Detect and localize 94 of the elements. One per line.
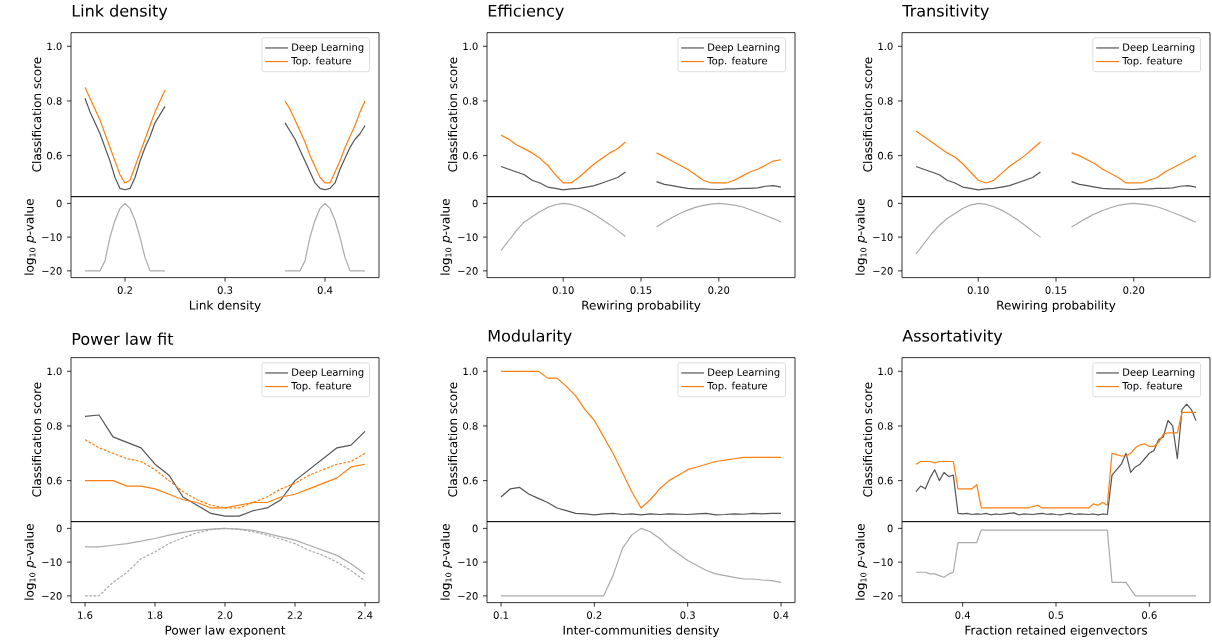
x-tick-label: 0.10 xyxy=(552,286,574,294)
y-axis-title: Classification score xyxy=(31,382,42,497)
y-tick-label: 0 xyxy=(56,199,62,207)
y-tick-label: 0 xyxy=(887,524,893,532)
y-tick-label: −20 xyxy=(458,591,478,600)
y-tick-label: 0 xyxy=(56,524,62,532)
legend-label: Top. feature xyxy=(707,56,768,67)
chart-title: Transitivity xyxy=(902,4,989,20)
legend-label: Top. feature xyxy=(1122,56,1183,67)
legend-label: Deep Learning xyxy=(292,42,364,53)
y-tick-label: −20 xyxy=(42,591,62,600)
x-tick-label: 0.15 xyxy=(630,286,652,294)
y-tick-label: −10 xyxy=(42,558,62,566)
x-tick-label: 0.3 xyxy=(217,286,233,294)
legend-label: Deep Learning xyxy=(1123,367,1195,378)
y-tick-label: 1.0 xyxy=(878,367,893,375)
x-tick-label: 1.6 xyxy=(78,611,93,619)
y-tick-label: −20 xyxy=(42,266,62,275)
y-tick-label: 0.8 xyxy=(463,421,478,430)
chart-title: Efficiency xyxy=(488,4,564,20)
y-tick-label: 0.6 xyxy=(463,151,478,160)
y-tick-label: 0.6 xyxy=(878,151,893,160)
y-tick-label: −10 xyxy=(42,233,62,241)
chart-title: Assortativity xyxy=(902,329,1003,345)
y-tick-label: 0 xyxy=(887,199,893,207)
legend-label: Deep Learning xyxy=(708,367,780,378)
y-tick-label: −10 xyxy=(458,558,478,566)
legend-label: Deep Learning xyxy=(1123,42,1195,53)
x-axis-title: Rewiring probability xyxy=(997,300,1116,312)
legend-label: Top. feature xyxy=(707,381,768,392)
y-axis-title: log$_{10}$ p-value xyxy=(24,198,37,275)
y-tick-label: 0.6 xyxy=(878,476,893,485)
x-tick-label: 1.8 xyxy=(148,611,163,619)
legend-label: Top. feature xyxy=(1122,381,1183,392)
legend-label: Deep Learning xyxy=(708,42,780,53)
legend-label: Top. feature xyxy=(291,56,352,67)
y-tick-label: 1.0 xyxy=(47,42,62,50)
y-axis-title: Classification score xyxy=(447,57,458,172)
x-tick-label: 0.2 xyxy=(587,611,602,619)
x-tick-label: 0.20 xyxy=(708,286,730,294)
y-tick-label: 0 xyxy=(472,524,478,532)
x-tick-label: 0.20 xyxy=(1123,286,1145,294)
y-tick-label: −10 xyxy=(873,558,893,566)
x-tick-label: 0.1 xyxy=(493,611,509,619)
chart-title: Power law fit xyxy=(72,332,174,345)
chart-title: Link density xyxy=(72,4,168,20)
y-axis-title: log$_{10}$ p-value xyxy=(440,198,453,275)
x-tick-label: 2.0 xyxy=(217,611,233,619)
x-axis-title: Rewiring probability xyxy=(582,300,701,312)
y-tick-label: 0.8 xyxy=(47,421,62,430)
y-tick-label: 1.0 xyxy=(878,42,893,50)
x-axis-title: Power law exponent xyxy=(165,625,286,637)
y-axis-title: log$_{10}$ p-value xyxy=(24,523,37,600)
y-tick-label: 0.8 xyxy=(878,421,893,430)
y-tick-label: 1.0 xyxy=(463,367,478,375)
y-tick-label: 1.0 xyxy=(463,42,478,50)
line-series xyxy=(84,527,366,597)
legend-label: Top. feature xyxy=(291,381,352,392)
y-tick-label: 0.6 xyxy=(47,151,62,160)
y-tick-label: −20 xyxy=(458,266,478,275)
y-tick-label: 0.8 xyxy=(878,96,893,105)
chart-title: Modularity xyxy=(488,329,572,345)
y-tick-label: 0.8 xyxy=(47,96,62,105)
x-tick-label: 2.2 xyxy=(287,611,302,619)
y-tick-label: −20 xyxy=(873,591,893,600)
x-tick-label: 0.4 xyxy=(773,611,789,619)
y-tick-label: 0.8 xyxy=(463,96,478,105)
x-tick-label: 2.4 xyxy=(357,611,373,619)
legend-label: Deep Learning xyxy=(292,367,364,378)
x-tick-label: 0.15 xyxy=(1045,286,1067,294)
x-tick-label: 0.4 xyxy=(317,286,333,294)
y-tick-label: 0.6 xyxy=(47,476,62,485)
y-axis-title: Classification score xyxy=(862,57,873,172)
x-tick-label: 0.2 xyxy=(117,286,132,294)
y-tick-label: −20 xyxy=(873,266,893,275)
x-axis-title: Fraction retained eigenvectors xyxy=(965,625,1148,637)
x-tick-label: 0.3 xyxy=(680,611,695,619)
x-tick-label: 0.4 xyxy=(955,611,971,619)
y-tick-label: −10 xyxy=(458,233,478,241)
y-tick-label: 0.6 xyxy=(463,476,478,485)
y-axis-title: Classification score xyxy=(862,382,873,497)
y-axis-title: log$_{10}$ p-value xyxy=(855,198,868,275)
y-tick-label: −10 xyxy=(873,233,893,241)
x-axis-title: Inter-communities density xyxy=(563,625,720,637)
x-tick-label: 0.5 xyxy=(1048,611,1064,619)
x-tick-label: 0.6 xyxy=(1142,611,1157,619)
x-axis-title: Link density xyxy=(189,300,261,312)
y-tick-label: 1.0 xyxy=(47,367,62,375)
y-axis-title: log$_{10}$ p-value xyxy=(440,523,453,600)
y-axis-title: Classification score xyxy=(447,382,458,497)
y-axis-title: Classification score xyxy=(31,57,42,172)
y-axis-title: log$_{10}$ p-value xyxy=(855,523,868,600)
y-tick-label: 0 xyxy=(472,199,478,207)
x-tick-label: 0.10 xyxy=(967,286,989,294)
